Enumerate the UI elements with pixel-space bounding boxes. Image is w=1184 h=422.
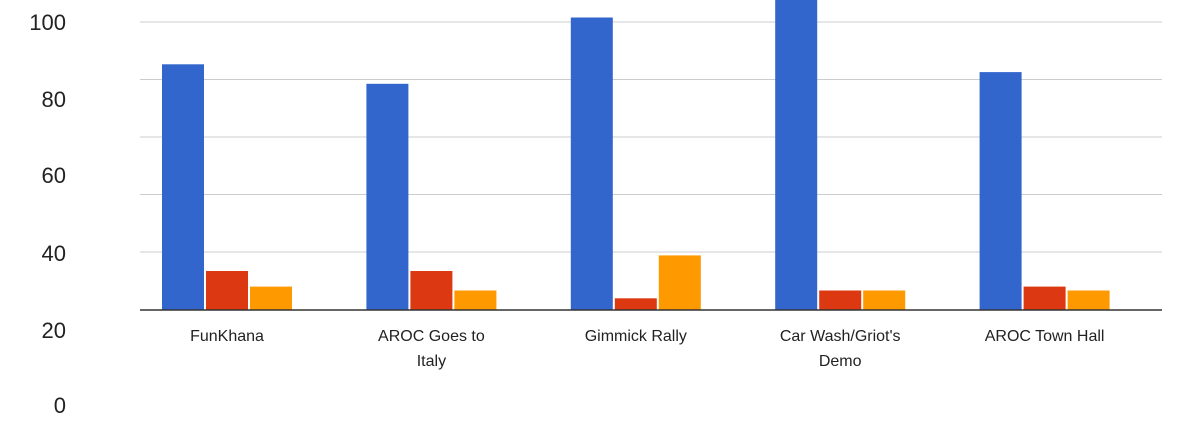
x-category-label: Gimmick Rally xyxy=(585,328,687,345)
bar xyxy=(1023,286,1066,310)
x-axis-category-labels: FunKhana AROC Goes to Italy Gimmick Rally Ca… xyxy=(190,328,1104,370)
bar xyxy=(410,271,453,310)
bar xyxy=(819,290,862,310)
x-category-label: Car Wash/Griot's Demo xyxy=(780,328,901,370)
bar xyxy=(614,298,657,310)
bar xyxy=(206,271,248,310)
bar xyxy=(570,17,613,310)
bar xyxy=(863,290,906,310)
bar xyxy=(250,286,292,310)
bar xyxy=(366,83,409,310)
bar xyxy=(1067,290,1110,310)
bar xyxy=(775,0,818,310)
y-tick-label: 60 xyxy=(42,163,66,188)
y-tick-label: 80 xyxy=(42,87,66,112)
x-category-label: FunKhana xyxy=(190,328,264,345)
bar xyxy=(658,255,701,310)
y-axis-tick-labels: 100 80 60 40 20 0 xyxy=(29,10,66,418)
x-category-label: AROC Town Hall xyxy=(985,328,1105,345)
bars xyxy=(140,0,1162,311)
y-tick-label: 100 xyxy=(29,10,66,35)
bar xyxy=(979,72,1022,310)
y-tick-label: 0 xyxy=(54,393,66,418)
x-category-label: AROC Goes to Italy xyxy=(378,328,485,370)
y-tick-label: 40 xyxy=(42,241,66,266)
bar xyxy=(454,290,497,310)
bar xyxy=(162,64,204,310)
y-tick-label: 20 xyxy=(42,318,66,343)
